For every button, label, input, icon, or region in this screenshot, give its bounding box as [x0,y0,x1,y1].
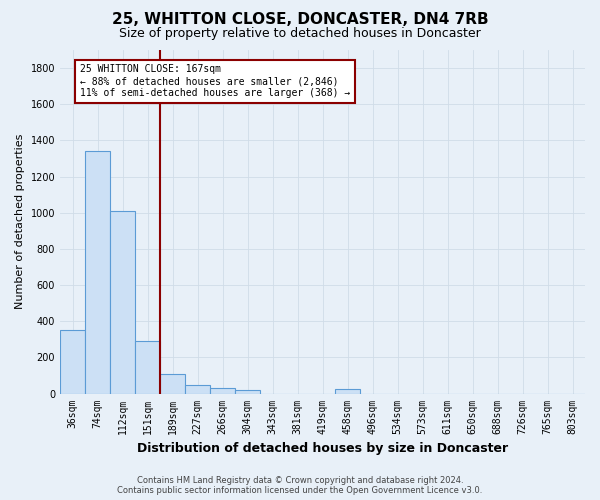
X-axis label: Distribution of detached houses by size in Doncaster: Distribution of detached houses by size … [137,442,508,455]
Bar [60,330,85,394]
Text: Contains HM Land Registry data © Crown copyright and database right 2024.
Contai: Contains HM Land Registry data © Crown c… [118,476,482,495]
Bar [85,152,110,394]
Bar [135,341,160,394]
Text: 25 WHITTON CLOSE: 167sqm
← 88% of detached houses are smaller (2,846)
11% of sem: 25 WHITTON CLOSE: 167sqm ← 88% of detach… [80,64,350,98]
Bar [235,390,260,394]
Y-axis label: Number of detached properties: Number of detached properties [15,134,25,310]
Text: 25, WHITTON CLOSE, DONCASTER, DN4 7RB: 25, WHITTON CLOSE, DONCASTER, DN4 7RB [112,12,488,28]
Text: Size of property relative to detached houses in Doncaster: Size of property relative to detached ho… [119,28,481,40]
Bar [210,388,235,394]
Bar [160,374,185,394]
Bar [110,211,135,394]
Bar [185,384,210,394]
Bar [335,389,360,394]
